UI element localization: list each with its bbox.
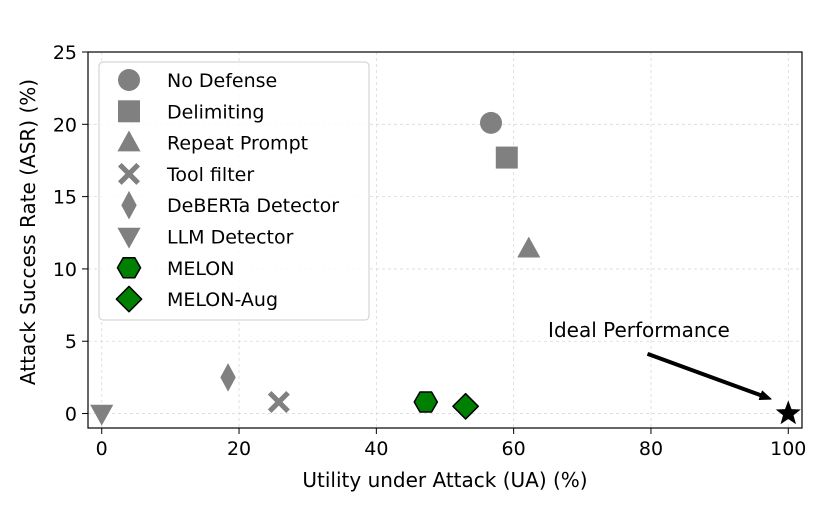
legend-label: MELON-Aug	[167, 289, 278, 311]
legend-label: Tool filter	[166, 164, 254, 186]
annotation-layer: Ideal Performance	[548, 318, 772, 401]
x-tick-label: 0	[96, 438, 108, 460]
point-llm-detector	[90, 404, 114, 426]
y-tick-label: 15	[53, 187, 77, 209]
point-delimiting	[495, 146, 518, 169]
plot-frame	[87, 51, 803, 429]
legend-label: MELON	[167, 258, 234, 280]
legend-marker	[121, 190, 137, 220]
x-tick-label: 60	[502, 438, 526, 460]
legend-marker	[118, 162, 140, 185]
y-axis-label: Attack Success Rate (ASR) (%)	[16, 79, 40, 385]
x-tick-label: 80	[639, 438, 663, 460]
legend-marker	[117, 227, 141, 249]
x-axis-label: Utility under Attack (UA) (%)	[302, 468, 587, 492]
y-tick-label: 0	[65, 404, 77, 426]
point-deberta-detector	[220, 363, 236, 392]
annotation-text: Ideal Performance	[548, 318, 730, 342]
y-tick-label: 10	[53, 259, 77, 281]
legend-label: Delimiting	[167, 101, 265, 123]
x-tick-label: 40	[364, 438, 388, 460]
point-no-defense	[479, 111, 502, 134]
legend-label: Repeat Prompt	[167, 133, 308, 155]
x-tick-label: 100	[770, 438, 806, 460]
legend-label: No Defense	[167, 70, 277, 92]
point-melon	[413, 391, 439, 413]
legend-marker	[117, 130, 141, 152]
y-tick-label: 5	[65, 331, 77, 353]
legend-marker	[118, 100, 140, 123]
point-repeat-prompt	[517, 236, 541, 258]
point-tool-filter	[267, 390, 290, 413]
y-tick-label: 25	[53, 42, 77, 64]
axes-layer: 0 20 40 60 80 100 0 5 10 15 20 25	[53, 42, 807, 460]
ideal-point-star	[775, 400, 801, 425]
legend-marker	[116, 257, 142, 279]
legend-marker	[118, 69, 140, 91]
y-tick-label: 20	[53, 114, 77, 136]
legend: No Defense Delimiting Repeat Prompt Tool fi…	[98, 61, 370, 321]
legend-label: LLM Detector	[167, 227, 294, 249]
point-melon-aug	[452, 392, 479, 420]
marks-layer	[90, 111, 801, 426]
legend-marker	[115, 285, 143, 313]
legend-box	[98, 61, 370, 321]
legend-label: DeBERTa Detector	[167, 195, 339, 217]
annotation-arrow	[646, 352, 772, 401]
x-tick-label: 20	[227, 438, 251, 460]
